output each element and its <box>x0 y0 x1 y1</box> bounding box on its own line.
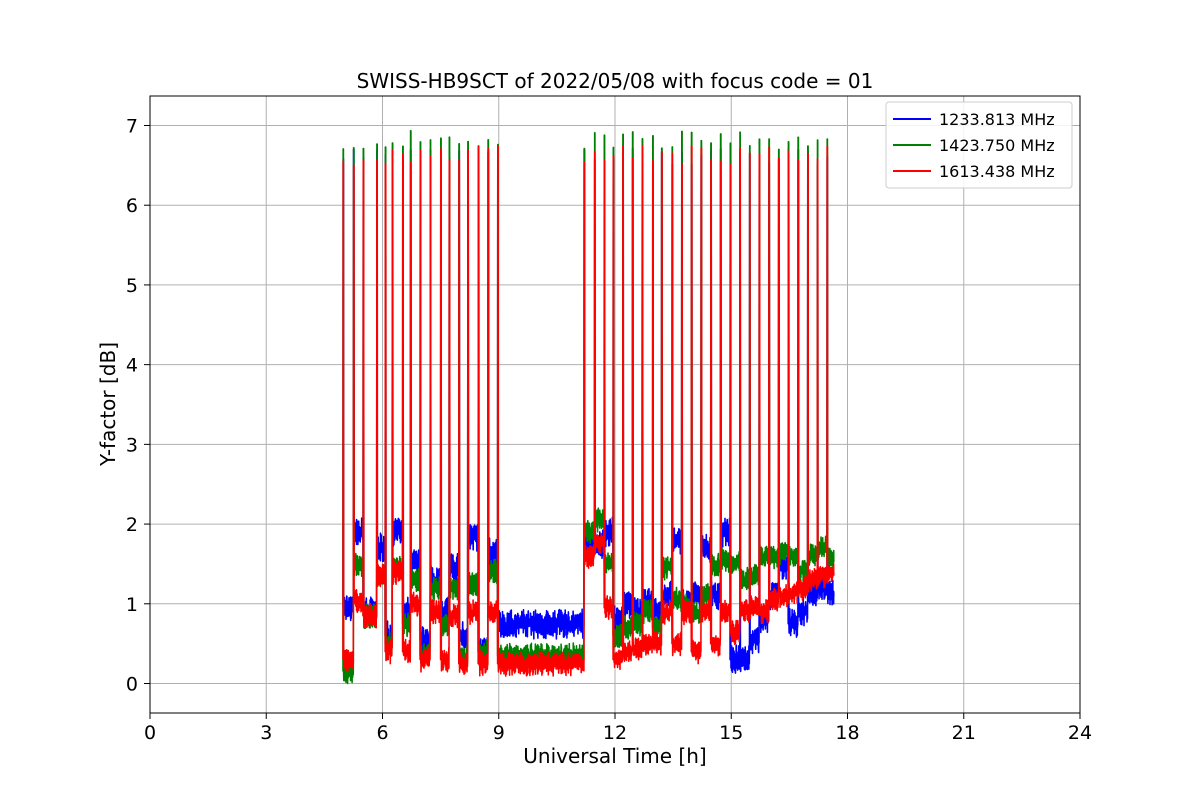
legend-box <box>885 101 1073 189</box>
x-tick-label: 12 <box>603 722 627 744</box>
legend: 1233.813 MHz 1423.750 MHz 1613.438 MHz <box>885 101 1073 189</box>
y-tick-label: 4 <box>126 355 138 377</box>
x-tick-label: 15 <box>719 722 743 744</box>
y-axis-label: Y-factor [dB] <box>96 342 120 467</box>
series-layer <box>342 130 835 685</box>
chart-title: SWISS-HB9SCT of 2022/05/08 with focus co… <box>357 69 874 93</box>
x-tick-label: 18 <box>835 722 859 744</box>
y-tick-label: 3 <box>126 434 138 456</box>
x-tick-label: 3 <box>260 722 272 744</box>
x-tick-label: 24 <box>1068 722 1092 744</box>
y-tick-label: 6 <box>126 195 138 217</box>
x-axis-label: Universal Time [h] <box>523 744 706 768</box>
y-tick-label: 5 <box>126 275 138 297</box>
y-tick-label: 2 <box>126 514 138 536</box>
legend-label: 1423.750 MHz <box>939 136 1055 155</box>
x-tick-label: 0 <box>144 722 156 744</box>
series-line-3 <box>342 144 835 677</box>
y-tick-label: 7 <box>126 115 138 137</box>
legend-label: 1613.438 MHz <box>939 162 1055 181</box>
x-tick-label: 21 <box>952 722 976 744</box>
x-tick-label: 6 <box>376 722 388 744</box>
y-tick-label: 1 <box>126 594 138 616</box>
legend-label: 1233.813 MHz <box>939 110 1055 129</box>
x-tick-label: 9 <box>493 722 505 744</box>
y-tick-label: 0 <box>126 674 138 696</box>
